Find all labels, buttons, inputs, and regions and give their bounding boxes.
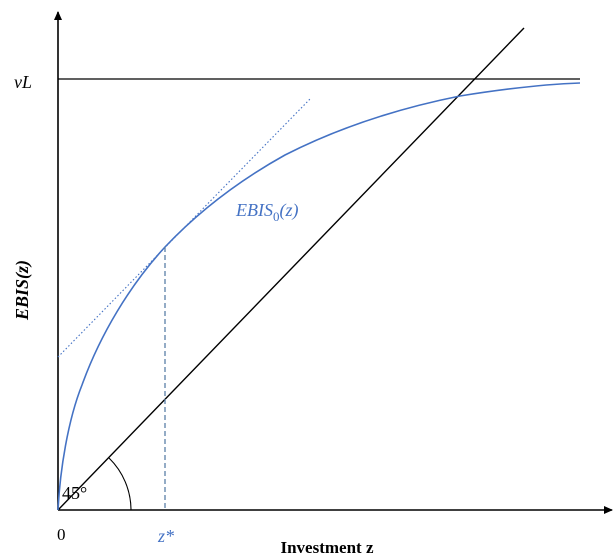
tangent-line	[57, 97, 312, 358]
curve-label-prefix: EBIS	[235, 200, 273, 220]
upper-bound-label: νL	[14, 72, 32, 92]
angle-arc	[108, 457, 132, 511]
curve-label-subscript: 0	[273, 209, 280, 224]
curve-label-suffix: (z)	[279, 200, 298, 221]
curve-label: EBIS0(z)	[235, 200, 298, 224]
ebis-curve	[57, 82, 581, 511]
x-axis-label: Investment z	[280, 538, 373, 557]
forty-five-degree-line	[57, 27, 525, 511]
optimum-label: z*	[157, 526, 174, 546]
angle-label: 45°	[62, 483, 87, 503]
y-axis-label: EBIS(z)	[12, 260, 33, 321]
origin-label: 0	[57, 525, 66, 544]
